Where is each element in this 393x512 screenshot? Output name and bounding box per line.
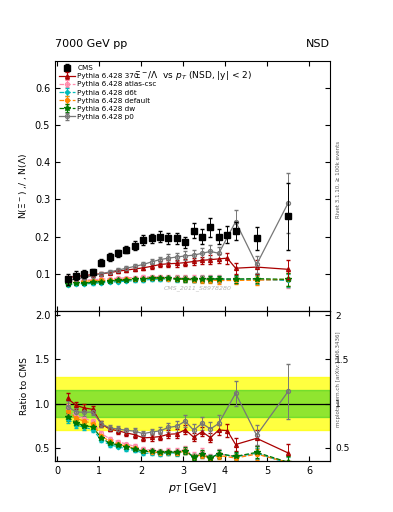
Text: $\Xi^-/\Lambda$  vs $p_T$ (NSD, |y| < 2): $\Xi^-/\Lambda$ vs $p_T$ (NSD, |y| < 2) bbox=[134, 69, 252, 82]
Text: 7000 GeV pp: 7000 GeV pp bbox=[55, 38, 127, 49]
Y-axis label: Ratio to CMS: Ratio to CMS bbox=[20, 357, 29, 415]
Bar bbox=[55, 390, 330, 417]
Legend: CMS, Pythia 6.428 370, Pythia 6.428 atlas-csc, Pythia 6.428 d6t, Pythia 6.428 de: CMS, Pythia 6.428 370, Pythia 6.428 atla… bbox=[57, 63, 158, 121]
X-axis label: $p_T$ [GeV]: $p_T$ [GeV] bbox=[168, 481, 217, 495]
Text: CMS_2011_S8978280: CMS_2011_S8978280 bbox=[164, 285, 232, 291]
Y-axis label: N($\Xi^-$) ,/ , N($\Lambda$): N($\Xi^-$) ,/ , N($\Lambda$) bbox=[17, 153, 29, 219]
Bar bbox=[55, 377, 330, 430]
Text: Rivet 3.1.10, ≥ 100k events: Rivet 3.1.10, ≥ 100k events bbox=[336, 141, 341, 218]
Text: mcplots.cern.ch [arXiv:1306.3436]: mcplots.cern.ch [arXiv:1306.3436] bbox=[336, 331, 341, 426]
Text: NSD: NSD bbox=[306, 38, 330, 49]
